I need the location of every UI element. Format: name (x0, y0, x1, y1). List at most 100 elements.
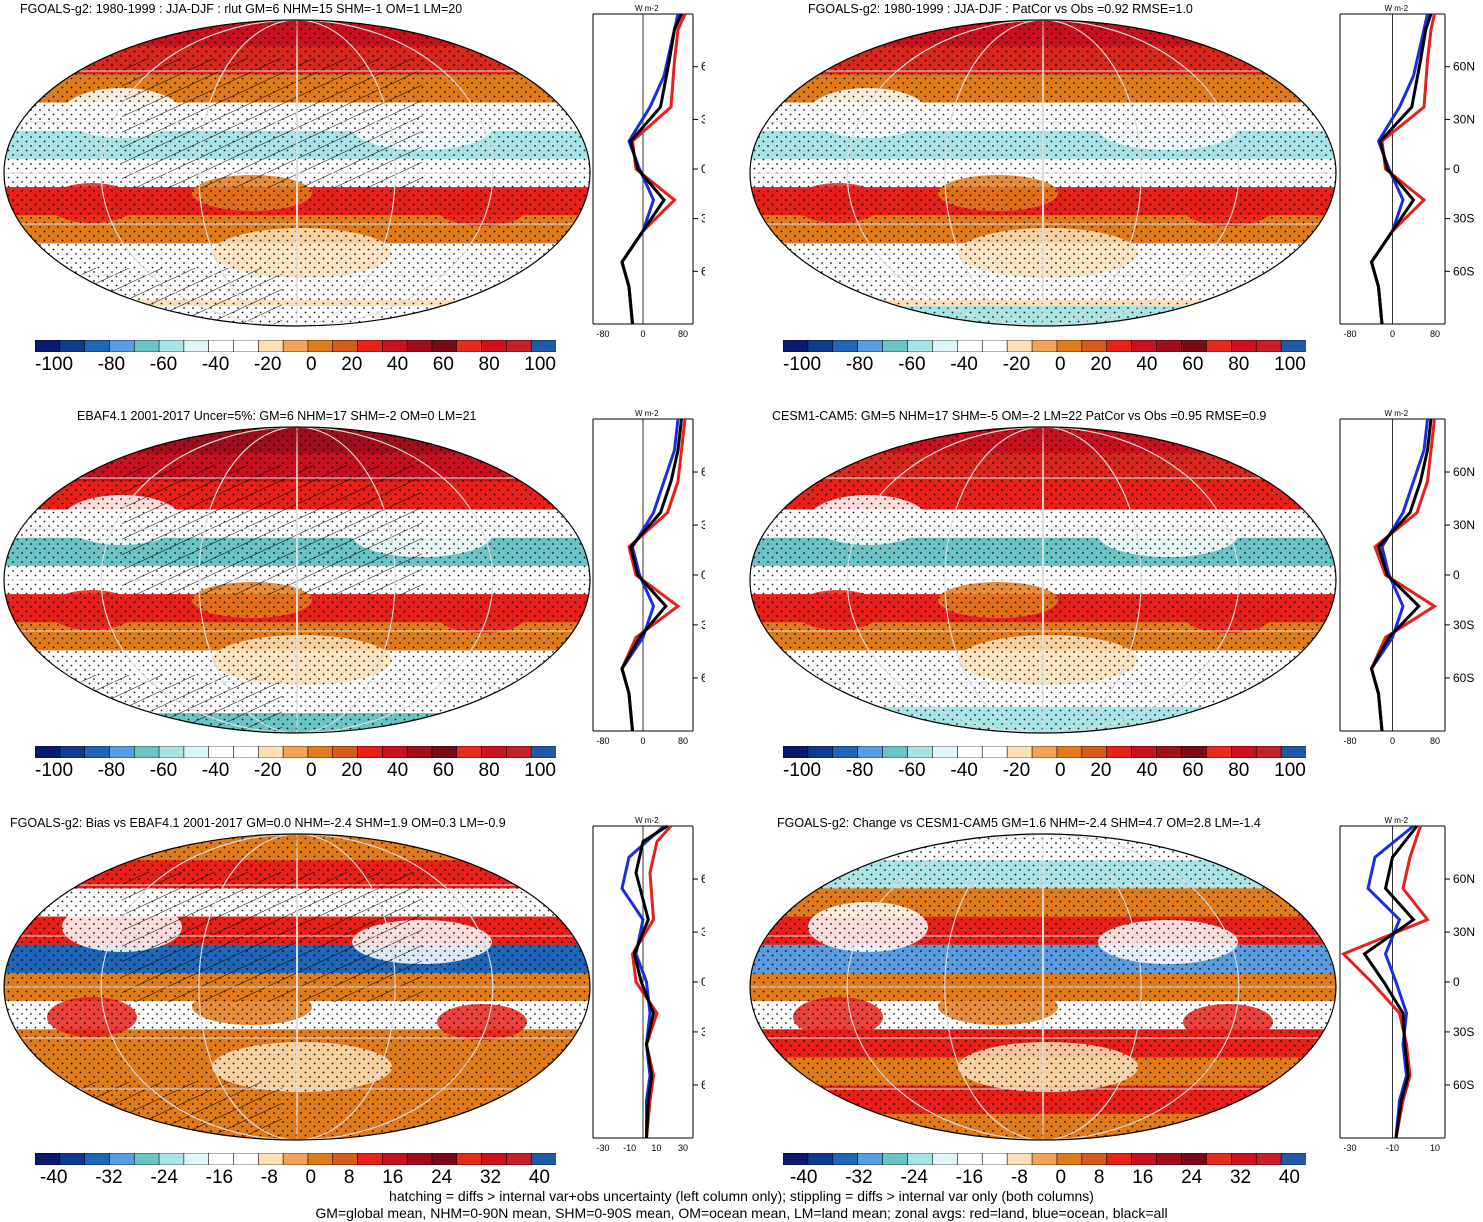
colorbar-swatch (857, 340, 884, 352)
colorbar-swatch (981, 1153, 1008, 1165)
colorbar-swatch (1056, 746, 1083, 758)
land-zonal-line (1340, 825, 1430, 1139)
colorbar-tick-label: 100 (1274, 354, 1306, 375)
colorbar-swatch (481, 1153, 508, 1165)
colorbar-swatch (158, 340, 185, 352)
colorbar-tick-label: 20 (341, 760, 363, 781)
colorbar-swatch (35, 1153, 61, 1165)
colorbar-tick-label: -40 (40, 1167, 68, 1188)
colorbar-swatch (456, 1153, 483, 1165)
colorbar-tick-label: 40 (387, 760, 409, 781)
colorbar-swatch (832, 340, 859, 352)
colorbar-tick-label: 60 (1182, 354, 1204, 375)
colorbar-tick-label: 32 (479, 1167, 502, 1188)
colorbar-tick-label: -32 (95, 1167, 123, 1188)
map-field (4, 427, 590, 733)
all-zonal-line (620, 418, 683, 732)
colorbar-tick-label: -60 (149, 354, 178, 375)
colorbar-swatch (332, 1153, 359, 1165)
colorbar-tick-label: -60 (149, 760, 178, 781)
colorbar-swatch (1230, 746, 1257, 758)
colorbar-swatch (1106, 1153, 1133, 1165)
zonal-frame (592, 825, 694, 1139)
colorbar (783, 1153, 1306, 1165)
all-zonal-line (1362, 825, 1419, 1139)
graticule-meridian (846, 427, 1240, 733)
colorbar-swatch (233, 1153, 260, 1165)
colorbar-labels: -40 -32 -24 -16 -8 0 8 16 24 32 40 (40, 1167, 550, 1189)
colorbar-swatch (1131, 340, 1158, 352)
colorbar-tick-label: 20 (341, 354, 363, 375)
colorbar-swatch (1006, 746, 1033, 758)
colorbar (35, 746, 556, 758)
colorbar-tick-label: -80 (845, 354, 874, 375)
colorbar-tick-label: -80 (97, 760, 126, 781)
colorbar-swatch (1156, 746, 1183, 758)
colorbar-tick-label: -60 (898, 354, 926, 375)
x-tick-label: -30 (596, 1143, 609, 1153)
colorbar-tick-label: 16 (1132, 1167, 1154, 1188)
graticule-meridian (198, 427, 396, 733)
robinson-map (3, 833, 591, 1141)
colorbar-tick-label: -16 (955, 1167, 984, 1188)
colorbar-swatch (332, 746, 359, 758)
lat-label: 60N (1453, 872, 1475, 886)
colorbar-tick-label: -20 (253, 760, 282, 781)
colorbar-swatch (158, 1153, 185, 1165)
colorbar-tick-label: -100 (35, 760, 74, 781)
colorbar-swatch (1230, 340, 1257, 352)
graticule-meridian (944, 427, 1142, 733)
zonal-frame (1339, 825, 1446, 1139)
colorbar-swatch (382, 746, 408, 758)
lat-label: 60S (701, 264, 705, 278)
zonal-frame (592, 13, 694, 325)
map-title: CESM1-CAM5: GM=5 NHM=17 SHM=-5 OM=-2 LM=… (772, 409, 1267, 423)
colorbar-swatch (84, 746, 111, 758)
graticule-meridian (296, 834, 298, 1140)
colorbar-swatch (1081, 340, 1108, 352)
ocean-zonal-line (620, 824, 665, 1138)
map-border (749, 426, 1337, 734)
graticule-meridian (944, 834, 1142, 1140)
lat-label: 60N (701, 872, 705, 886)
colorbar-swatch (1006, 1153, 1033, 1165)
zonal-average-plot: W m-2 60N 30N 0 30S 60S -80 0 80 (592, 409, 705, 746)
colorbar-swatch (307, 1153, 334, 1165)
lat-label: 30S (1453, 212, 1474, 226)
colorbar-tick-label: -40 (201, 354, 230, 375)
unit-label: W m-2 (1385, 409, 1409, 418)
map-border (3, 426, 591, 734)
colorbar-swatch (1280, 746, 1306, 758)
colorbar-swatch (1056, 340, 1083, 352)
unit-label: W m-2 (635, 4, 659, 13)
colorbar-swatch (382, 340, 408, 352)
colorbar-swatch (882, 340, 909, 352)
land-zonal-line (630, 824, 673, 1139)
colorbar-tick-label: -100 (783, 354, 822, 375)
colorbar-tick-label: 80 (1228, 760, 1250, 781)
lat-label: 30S (701, 618, 705, 632)
colorbar-swatch (431, 340, 458, 352)
graticule-meridian (198, 20, 396, 326)
colorbar-tick-label: -8 (1010, 1167, 1028, 1188)
colorbar (35, 340, 556, 352)
robinson-map (749, 426, 1337, 734)
colorbar-swatch (257, 340, 284, 352)
colorbar-swatch (456, 340, 483, 352)
colorbar-swatch (1031, 340, 1058, 352)
colorbar-tick-label: 32 (1229, 1167, 1252, 1188)
graticule-meridian (198, 834, 396, 1140)
x-tick-label: -30 (1343, 1143, 1356, 1153)
colorbar-swatch (257, 1153, 284, 1165)
colorbar-tick-label: -40 (950, 354, 978, 375)
colorbar-tick-label: -80 (845, 760, 874, 781)
x-tick-label: 10 (651, 1143, 661, 1153)
colorbar-tick-label: -24 (900, 1167, 928, 1188)
colorbar-tick-label: 8 (343, 1167, 355, 1188)
colorbar-swatch (1031, 1153, 1058, 1165)
colorbar-swatch (183, 746, 210, 758)
lat-label: 30N (1453, 112, 1475, 126)
caption-line-means: GM=global mean, NHM=0-90N mean, SHM=0-90… (315, 1205, 1168, 1221)
graticule-meridian (1042, 427, 1044, 733)
colorbar-tick-label: 24 (431, 1167, 453, 1188)
